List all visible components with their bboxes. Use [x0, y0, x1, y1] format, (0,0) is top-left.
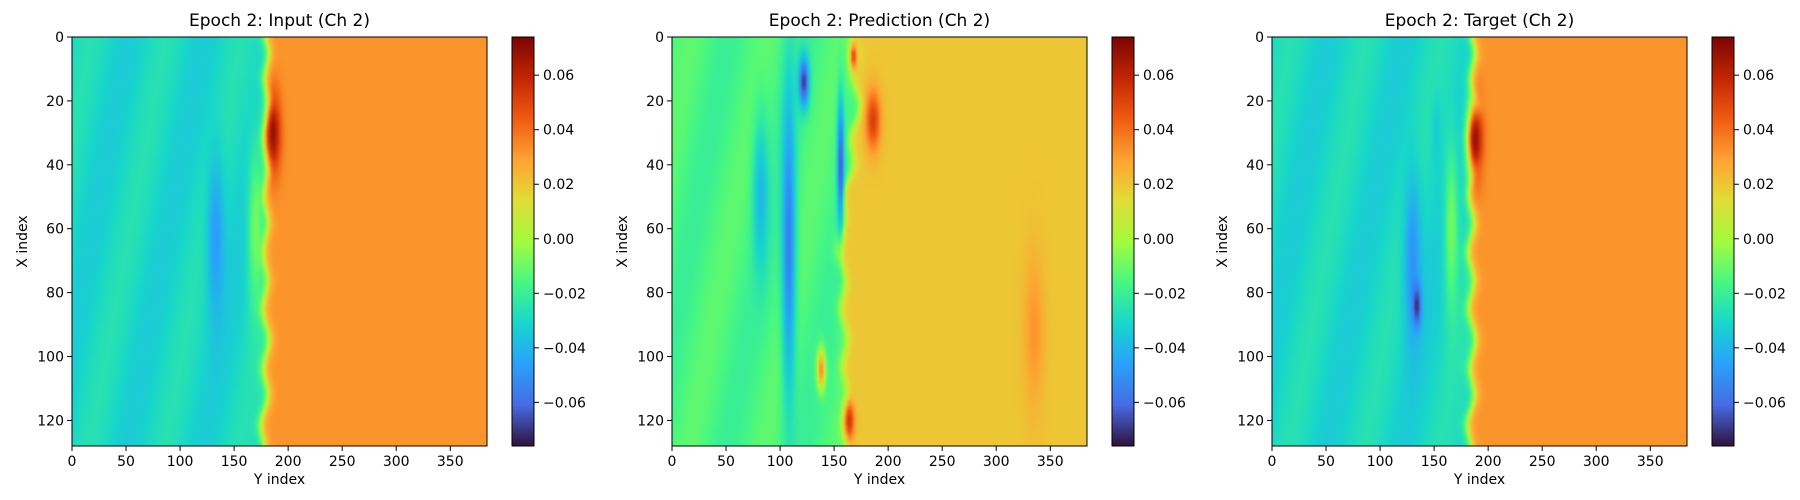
x-tick-label: 300: [983, 454, 1010, 470]
y-tick-label: 20: [646, 94, 664, 110]
colorbar-tick-label: 0.02: [543, 177, 574, 193]
y-tick-label: 80: [1246, 286, 1264, 302]
x-tick-label: 200: [1475, 454, 1502, 470]
chart-panel-1: Epoch 2: Input (Ch 2)0 50 100 150 200 250 300 3…: [15, 11, 586, 488]
colorbar-tick-label: −0.04: [1743, 341, 1786, 357]
x-tick-label: 350: [1637, 454, 1664, 470]
x-tick-label: 100: [167, 454, 194, 470]
x-axis-label: Y index: [253, 472, 305, 488]
chart-title: Epoch 2: Input (Ch 2): [189, 11, 370, 31]
colorbar-tick-label: 0.02: [1743, 177, 1774, 193]
colorbar: [1711, 36, 1735, 447]
x-tick-label: 350: [1037, 454, 1064, 470]
colorbar-tick-label: −0.02: [543, 286, 586, 302]
colorbar-tick-label: −0.06: [1143, 395, 1186, 411]
colorbar-tick-label: −0.06: [543, 395, 586, 411]
y-tick-label: 100: [37, 350, 64, 366]
x-axis-label: Y index: [1453, 472, 1505, 488]
colorbar-tick-label: −0.06: [1743, 395, 1786, 411]
x-tick-label: 150: [1421, 454, 1448, 470]
x-tick-label: 0: [68, 454, 77, 470]
y-tick-label: 0: [1255, 30, 1264, 46]
x-tick-label: 200: [875, 454, 902, 470]
colorbar-tick-label: 0.04: [1743, 123, 1774, 139]
colorbar-tick-label: −0.04: [543, 341, 586, 357]
chart-panel-2: Epoch 2: Prediction (Ch 2)0 50 100 150 200 25…: [615, 11, 1186, 488]
y-tick-label: 40: [46, 158, 64, 174]
colorbar-tick-label: 0.00: [1743, 232, 1774, 248]
plot-frame: [71, 36, 488, 447]
colorbar-tick-label: −0.02: [1743, 286, 1786, 302]
plot-frame: [671, 36, 1088, 447]
x-tick-label: 250: [329, 454, 356, 470]
colorbar: [1111, 36, 1135, 447]
heatmap-image: [72, 37, 487, 446]
y-tick-label: 0: [55, 30, 64, 46]
x-tick-label: 0: [668, 454, 677, 470]
x-tick-label: 350: [437, 454, 464, 470]
x-tick-label: 300: [383, 454, 410, 470]
colorbar-tick-label: 0.06: [1743, 68, 1774, 84]
colorbar: [511, 36, 535, 447]
y-tick-label: 60: [646, 222, 664, 238]
y-axis-label: X index: [1215, 215, 1231, 267]
y-tick-label: 120: [637, 413, 664, 429]
chart-panel-3: Epoch 2: Target (Ch 2)0 50 100 150 200 250 300…: [1215, 11, 1786, 488]
y-axis-label: X index: [15, 215, 31, 267]
y-axis-label: X index: [615, 215, 631, 267]
x-tick-label: 50: [117, 454, 135, 470]
y-tick-label: 40: [1246, 158, 1264, 174]
y-tick-label: 100: [1237, 350, 1264, 366]
y-tick-label: 120: [1237, 413, 1264, 429]
x-axis-label: Y index: [853, 472, 905, 488]
y-tick-label: 60: [1246, 222, 1264, 238]
colorbar-tick-label: 0.00: [1143, 232, 1174, 248]
x-tick-label: 150: [821, 454, 848, 470]
colorbar-tick-label: −0.02: [1143, 286, 1186, 302]
y-tick-label: 60: [46, 222, 64, 238]
x-tick-label: 100: [1367, 454, 1394, 470]
y-tick-label: 120: [37, 413, 64, 429]
y-tick-label: 40: [646, 158, 664, 174]
y-tick-label: 20: [46, 94, 64, 110]
y-tick-label: 0: [655, 30, 664, 46]
y-tick-label: 100: [637, 350, 664, 366]
x-tick-label: 250: [1529, 454, 1556, 470]
colorbar-tick-label: 0.00: [543, 232, 574, 248]
x-tick-label: 300: [1583, 454, 1610, 470]
x-tick-label: 0: [1268, 454, 1277, 470]
x-tick-label: 100: [767, 454, 794, 470]
x-tick-label: 250: [929, 454, 956, 470]
heatmap-image: [1272, 37, 1687, 446]
x-tick-label: 150: [221, 454, 248, 470]
x-tick-label: 50: [1317, 454, 1335, 470]
chart-title: Epoch 2: Target (Ch 2): [1385, 11, 1575, 31]
y-tick-label: 20: [1246, 94, 1264, 110]
x-tick-label: 200: [275, 454, 302, 470]
colorbar-tick-label: 0.02: [1143, 177, 1174, 193]
colorbar-tick-label: 0.06: [543, 68, 574, 84]
heatmap-image: [672, 37, 1087, 446]
colorbar-tick-label: 0.04: [543, 123, 574, 139]
chart-title: Epoch 2: Prediction (Ch 2): [769, 11, 990, 31]
colorbar-tick-label: −0.04: [1143, 341, 1186, 357]
colorbar-tick-label: 0.04: [1143, 123, 1174, 139]
colorbar-tick-label: 0.06: [1143, 68, 1174, 84]
y-tick-label: 80: [646, 286, 664, 302]
plot-frame: [1271, 36, 1688, 447]
y-tick-label: 80: [46, 286, 64, 302]
x-tick-label: 50: [717, 454, 735, 470]
